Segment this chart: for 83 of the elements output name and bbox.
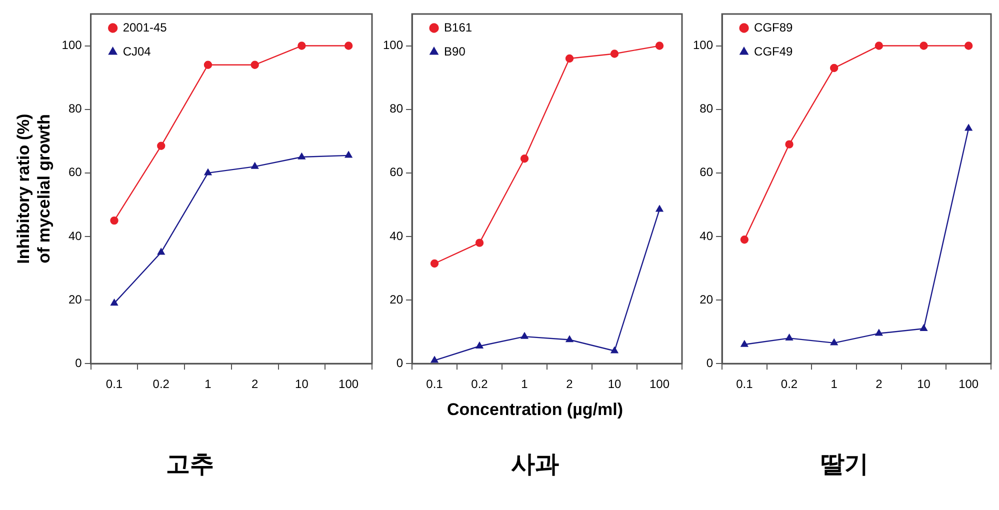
point bbox=[251, 162, 258, 169]
point bbox=[298, 152, 306, 160]
point bbox=[110, 299, 118, 306]
x-tick-label: 10 bbox=[608, 377, 622, 392]
point bbox=[920, 324, 928, 331]
point bbox=[655, 42, 664, 50]
point bbox=[204, 60, 212, 69]
point bbox=[565, 54, 574, 63]
point bbox=[344, 42, 353, 50]
y-tick-label: 60 bbox=[390, 165, 404, 180]
y-tick-label: 60 bbox=[700, 165, 714, 180]
point bbox=[786, 334, 793, 341]
text: 딸기 bbox=[820, 449, 870, 480]
y-tick-label: 0 bbox=[706, 356, 714, 370]
point bbox=[476, 342, 484, 348]
legend-label: B90 bbox=[444, 44, 466, 58]
text: 고추 bbox=[165, 449, 215, 480]
x-tick-label: 2 bbox=[566, 377, 574, 392]
point bbox=[964, 42, 973, 50]
x-axis-title: Concentration (µg/ml) bbox=[446, 400, 624, 420]
x-tick-label: 0.2 bbox=[152, 377, 170, 392]
point bbox=[610, 346, 618, 354]
point bbox=[157, 248, 165, 255]
point bbox=[250, 60, 259, 69]
y-tick-label: 100 bbox=[62, 38, 82, 52]
point bbox=[110, 216, 118, 225]
x-tick-label: 1 bbox=[521, 377, 528, 392]
y-tick-label: 40 bbox=[700, 228, 714, 243]
x-tick-label: 1 bbox=[830, 377, 838, 392]
y-axis-title: Inhibitory ratio (%) of mycelial growth bbox=[14, 114, 54, 264]
x-tick-label: 2 bbox=[252, 377, 258, 392]
x-tick-label: 0.2 bbox=[780, 377, 798, 392]
y-tick-label: 40 bbox=[390, 228, 404, 243]
y-tick-label: 80 bbox=[700, 102, 714, 116]
y-tick-label: 100 bbox=[382, 38, 404, 52]
x-tick-label: 100 bbox=[338, 377, 359, 392]
y-tick-label: 40 bbox=[68, 228, 82, 243]
point bbox=[566, 336, 574, 342]
y-tick-label: 20 bbox=[700, 292, 714, 306]
point bbox=[430, 259, 439, 268]
legend-label: B161 bbox=[444, 20, 472, 34]
point bbox=[298, 42, 306, 50]
point bbox=[520, 332, 528, 339]
point bbox=[830, 338, 838, 346]
x-tick-label: 0.1 bbox=[426, 377, 444, 392]
legend-label: 2001-45 bbox=[122, 20, 168, 34]
y-tick-label: 100 bbox=[692, 38, 714, 52]
point bbox=[785, 140, 794, 148]
x-tick-label: 100 bbox=[649, 377, 670, 392]
x-tick-label: 10 bbox=[917, 377, 931, 392]
text: 사과 bbox=[510, 449, 560, 480]
y-tick-label: 20 bbox=[390, 292, 404, 306]
point bbox=[475, 238, 484, 247]
legend-label: CGF49 bbox=[754, 44, 794, 58]
x-tick-label: 0.1 bbox=[106, 377, 123, 392]
y-tick-label: 60 bbox=[68, 165, 82, 180]
x-tick-label: 0.1 bbox=[736, 377, 754, 392]
point bbox=[874, 42, 884, 50]
point bbox=[430, 356, 438, 363]
y-tick-label: 20 bbox=[68, 292, 82, 306]
point bbox=[740, 236, 749, 244]
legend-label: CJ04 bbox=[122, 44, 152, 58]
point bbox=[157, 142, 166, 150]
y-tick-label: 0 bbox=[396, 356, 404, 370]
x-tick-label: 10 bbox=[295, 377, 309, 392]
x-tick-label: 2 bbox=[876, 377, 883, 392]
point bbox=[740, 340, 748, 347]
y-tick-label: 0 bbox=[75, 356, 82, 370]
point bbox=[830, 64, 838, 72]
x-tick-label: 100 bbox=[958, 377, 979, 392]
y-tick-label: 80 bbox=[390, 102, 404, 116]
y-tick-label: 80 bbox=[68, 102, 82, 116]
point bbox=[610, 50, 619, 58]
legend-label: CGF89 bbox=[754, 20, 794, 34]
point bbox=[520, 154, 529, 163]
point bbox=[875, 329, 883, 336]
point bbox=[204, 168, 212, 176]
x-tick-label: 1 bbox=[204, 377, 212, 392]
x-tick-label: 0.2 bbox=[471, 377, 488, 392]
point bbox=[656, 205, 664, 212]
point bbox=[344, 151, 352, 158]
point bbox=[964, 124, 972, 131]
point bbox=[920, 42, 928, 50]
